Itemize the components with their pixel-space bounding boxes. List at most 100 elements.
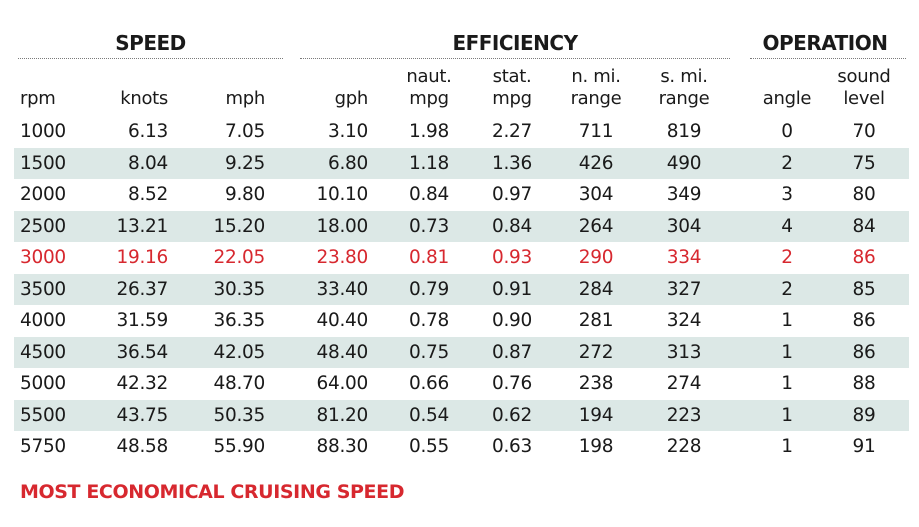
cell-stat-mpg: 2.27 (492, 121, 532, 142)
table-row: 4500 36.54 42.05 48.40 0.75 0.87 272 313 1 86 (14, 336, 909, 368)
cell-gph: 10.10 (316, 184, 369, 205)
cell-gph: 18.00 (316, 215, 369, 237)
cell-stat-mpg: 0.90 (492, 310, 532, 331)
cell-rpm: 5750 (20, 436, 66, 457)
cell-naut-mpg: 0.79 (409, 278, 449, 300)
cell-rpm: 4000 (20, 310, 66, 331)
cell-gph: 81.20 (316, 404, 369, 426)
cell-knots: 6.13 (128, 121, 168, 142)
table-row: 5000 42.32 48.70 64.00 0.66 0.76 238 274 1 88 (14, 368, 909, 400)
cell-s-mi-range: 304 (666, 215, 702, 237)
cell-gph: 88.30 (316, 436, 369, 457)
table-row: 1000 6.13 7.05 3.10 1.98 2.27 711 819 0 70 (14, 116, 909, 148)
group-title-efficiency: EFFICIENCY (452, 31, 578, 55)
cell-mph: 30.35 (213, 278, 266, 300)
column-header-line: mpg (409, 88, 449, 109)
table-row: 4000 31.59 36.35 40.40 0.78 0.90 281 324 1 86 (14, 305, 909, 337)
cell-gph: 3.10 (328, 121, 368, 142)
column-header-line: stat. (492, 66, 532, 87)
cell-angle: 1 (781, 436, 793, 457)
cell-angle: 4 (781, 215, 793, 237)
cell-angle: 3 (781, 184, 793, 205)
cell-rpm: 1000 (20, 121, 66, 142)
cell-sound-level: 91 (852, 436, 876, 457)
cell-mph: 15.20 (213, 215, 266, 237)
column-header-knots: knots (100, 64, 168, 110)
column-header-n-mi-range: n. mi. range (560, 64, 632, 110)
cell-mph: 48.70 (213, 373, 266, 394)
cell-n-mi-range: 284 (578, 278, 614, 300)
cell-s-mi-range: 819 (666, 121, 702, 142)
cell-knots: 31.59 (116, 310, 169, 331)
cell-angle: 2 (781, 152, 793, 174)
cell-naut-mpg: 0.81 (409, 247, 449, 268)
column-header-line: range (658, 88, 710, 109)
cell-sound-level: 88 (852, 373, 876, 394)
cell-s-mi-range: 313 (666, 341, 702, 363)
footnote-economical-speed: MOST ECONOMICAL CRUISING SPEED (20, 481, 405, 503)
cell-sound-level: 86 (852, 341, 876, 363)
table-row: 5750 48.58 55.90 88.30 0.55 0.63 198 228 1 91 (14, 431, 909, 463)
column-header-angle: angle (755, 64, 819, 110)
cell-naut-mpg: 0.55 (409, 436, 449, 457)
cell-angle: 1 (781, 310, 793, 331)
cell-stat-mpg: 1.36 (492, 152, 532, 174)
table-row: 3000 19.16 22.05 23.80 0.81 0.93 290 334 2 86 (14, 242, 909, 274)
cell-rpm: 3500 (20, 278, 66, 300)
cell-knots: 8.04 (128, 152, 168, 174)
cell-n-mi-range: 264 (578, 215, 614, 237)
cell-naut-mpg: 1.18 (409, 152, 449, 174)
cell-stat-mpg: 0.84 (492, 215, 532, 237)
cell-n-mi-range: 198 (578, 436, 614, 457)
group-rule-efficiency (300, 58, 730, 59)
cell-angle: 1 (781, 341, 793, 363)
cell-knots: 19.16 (116, 247, 169, 268)
column-header-gph: gph (290, 64, 369, 110)
cell-n-mi-range: 426 (578, 152, 614, 174)
cell-angle: 1 (781, 373, 793, 394)
cell-rpm: 1500 (20, 152, 66, 174)
cell-angle: 0 (781, 121, 793, 142)
column-header-line: level (843, 88, 885, 109)
cell-gph: 23.80 (316, 247, 369, 268)
cell-knots: 48.58 (116, 436, 169, 457)
cell-knots: 36.54 (116, 341, 169, 363)
cell-mph: 50.35 (213, 404, 266, 426)
column-header-line: gph (334, 88, 369, 109)
cell-gph: 6.80 (328, 152, 368, 174)
column-header-line: knots (120, 88, 168, 109)
table-row: 3500 26.37 30.35 33.40 0.79 0.91 284 327 2 85 (14, 273, 909, 305)
cell-stat-mpg: 0.63 (492, 436, 532, 457)
column-header-sound-level: sound level (830, 64, 898, 110)
cell-gph: 33.40 (316, 278, 369, 300)
cell-naut-mpg: 0.73 (409, 215, 449, 237)
cell-naut-mpg: 0.84 (409, 184, 449, 205)
cell-n-mi-range: 281 (578, 310, 614, 331)
group-rule-speed (18, 58, 283, 59)
column-header-stat-mpg: stat. mpg (478, 64, 546, 110)
cell-sound-level: 86 (852, 310, 876, 331)
cell-stat-mpg: 0.87 (492, 341, 532, 363)
cell-naut-mpg: 0.66 (409, 373, 449, 394)
cell-s-mi-range: 490 (666, 152, 702, 174)
column-header-mph: mph (195, 64, 266, 110)
cell-gph: 64.00 (316, 373, 369, 394)
cell-angle: 2 (781, 247, 793, 268)
column-header-line: mph (225, 88, 266, 109)
cell-mph: 7.05 (225, 121, 265, 142)
cell-sound-level: 70 (852, 121, 876, 142)
cell-stat-mpg: 0.97 (492, 184, 532, 205)
cell-s-mi-range: 274 (666, 373, 702, 394)
cell-n-mi-range: 711 (578, 121, 614, 142)
cell-rpm: 5500 (20, 404, 66, 426)
cell-naut-mpg: 0.78 (409, 310, 449, 331)
cell-mph: 55.90 (213, 436, 266, 457)
cell-n-mi-range: 194 (578, 404, 614, 426)
cell-s-mi-range: 334 (666, 247, 702, 268)
table-row: 2000 8.52 9.80 10.10 0.84 0.97 304 349 3 80 (14, 179, 909, 211)
cell-rpm: 3000 (20, 247, 66, 268)
cell-s-mi-range: 349 (666, 184, 702, 205)
cell-knots: 42.32 (116, 373, 169, 394)
cell-s-mi-range: 228 (666, 436, 702, 457)
cell-angle: 1 (781, 404, 793, 426)
